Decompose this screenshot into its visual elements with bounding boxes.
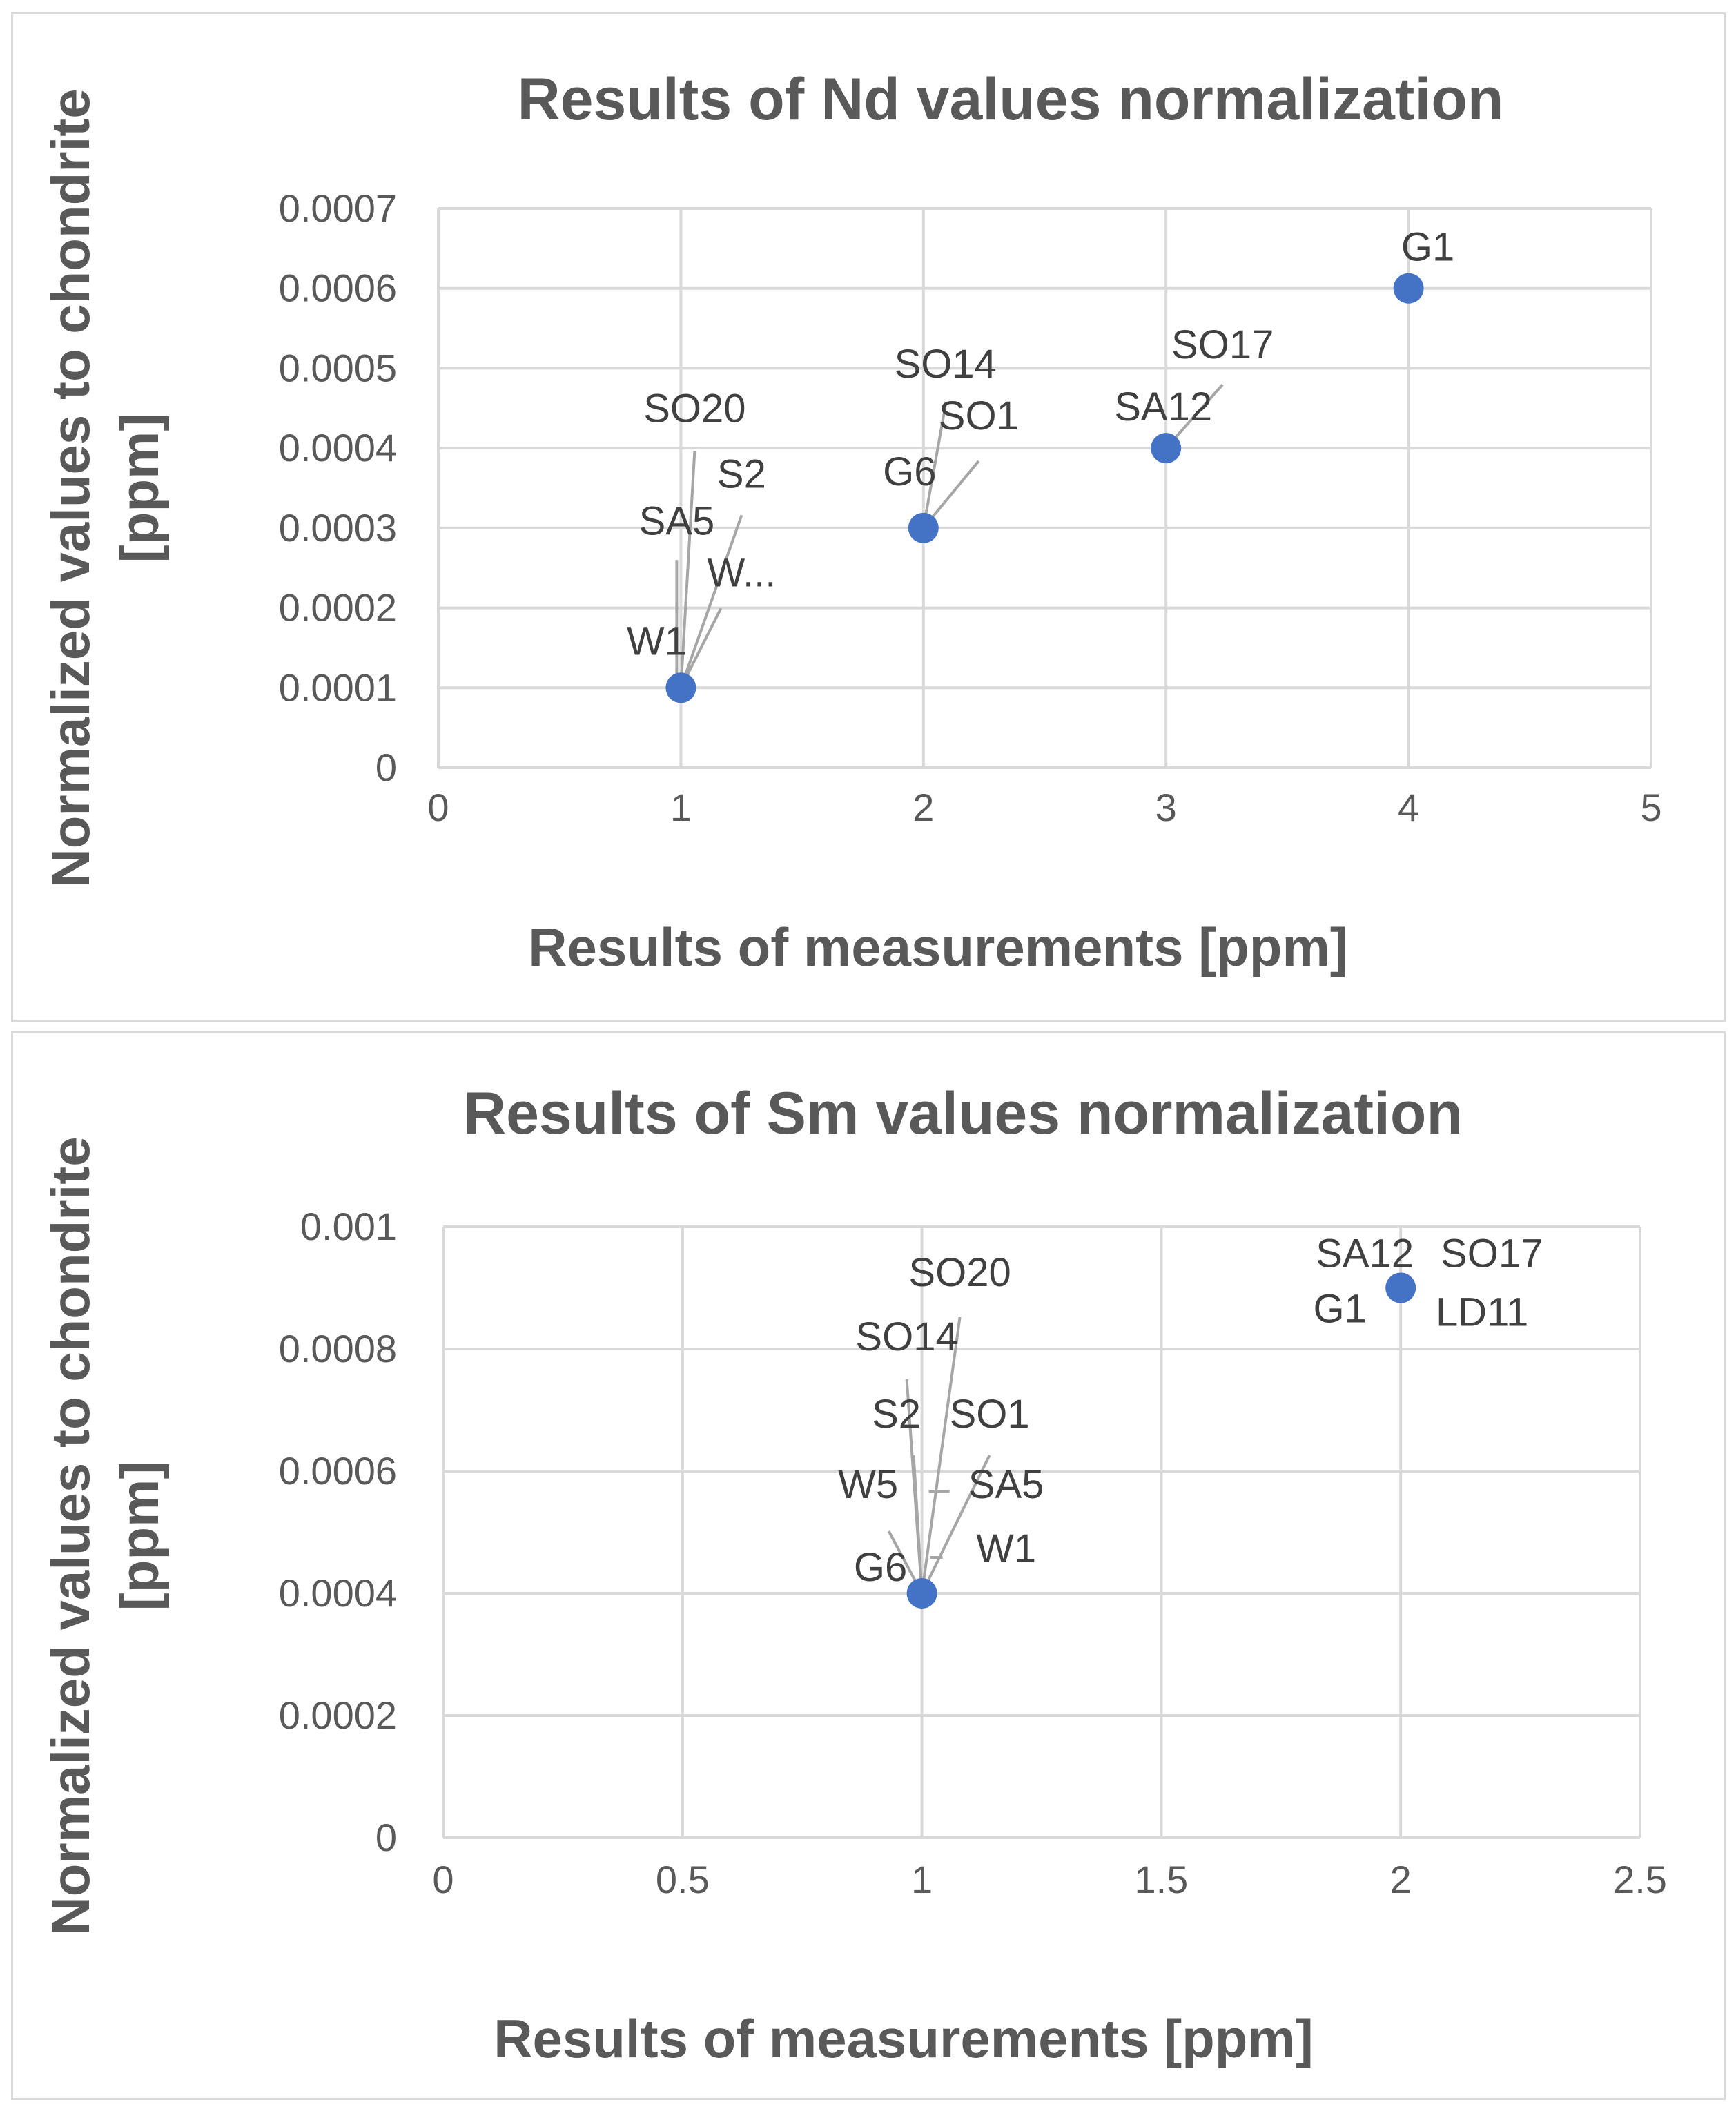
sm-data-label: G6 <box>854 1545 907 1590</box>
nd-x-tick-label: 0 <box>427 786 449 829</box>
sm-data-point <box>906 1578 937 1609</box>
nd-data-label: SA12 <box>1114 385 1212 429</box>
nd-data-label: S2 <box>717 451 766 496</box>
nd-y-tick-label: 0.0002 <box>279 586 397 630</box>
sm-data-label: SO14 <box>855 1314 957 1359</box>
nd-x-axis-title: Results of measurements [ppm] <box>528 917 1348 978</box>
nd-data-label: SO1 <box>939 393 1019 438</box>
nd-x-tick-label: 5 <box>1640 786 1661 829</box>
nd-data-label: G6 <box>883 449 936 494</box>
sm-x-axis-title: Results of measurements [ppm] <box>494 2008 1314 2069</box>
sm-data-label: SO20 <box>908 1250 1011 1295</box>
sm-y-tick-label: 0.0002 <box>279 1693 397 1737</box>
sm-label-leader-line <box>912 1455 924 1594</box>
sm-x-tick-label: 0 <box>432 1858 453 1901</box>
nd-y-axis-title: Normalized values to chondrite [ppm] <box>40 88 170 887</box>
sm-label-leader-line <box>920 1316 962 1594</box>
nd-label-leader-line <box>679 451 696 688</box>
nd-y-tick-label: 0 <box>376 746 397 789</box>
nd-chart-panel: 0 0.0001 0.0002 0.0003 0.0004 0.0005 0.0006 0.0… <box>11 12 1726 1022</box>
nd-y-tick-label: 0.0001 <box>279 665 397 709</box>
nd-data-point <box>1393 273 1424 304</box>
sm-x-tick-label: 2 <box>1390 1858 1412 1901</box>
sm-y-axis-title-line: Normalized values to chondrite <box>40 1136 101 1935</box>
sm-data-label: SO17 <box>1441 1232 1543 1276</box>
nd-x-tick-label: 4 <box>1398 786 1419 829</box>
sm-x-tick-label: 2.5 <box>1613 1858 1667 1901</box>
sm-data-point <box>1385 1272 1416 1303</box>
sm-y-tick-label: 0.0006 <box>279 1449 397 1493</box>
nd-y-tick-label: 0.0005 <box>279 346 397 389</box>
nd-y-tick-label: 0.0004 <box>279 426 397 469</box>
sm-data-label: LD11 <box>1436 1290 1528 1335</box>
nd-label-leader-line <box>679 514 743 688</box>
sm-x-tick-label: 0.5 <box>656 1858 710 1901</box>
sm-x-tick-label: 1 <box>911 1858 933 1901</box>
sm-chart: 0 0.0002 0.0004 0.0006 0.0008 0.001 0 0.5 1 1.5 2 2… <box>40 1080 1667 2069</box>
nd-y-tick-label: 0.0006 <box>279 266 397 310</box>
sm-y-tick-label: 0.0004 <box>279 1571 397 1615</box>
sm-chart-panel: 0 0.0002 0.0004 0.0006 0.0008 0.001 0 0.5 1 1.5 2 2… <box>11 1031 1726 2100</box>
nd-data-point <box>908 512 939 543</box>
nd-data-label: SO20 <box>643 386 745 431</box>
sm-data-label: SA5 <box>968 1462 1044 1507</box>
sm-y-tick-label: 0 <box>376 1816 397 1859</box>
nd-data-point <box>665 672 696 703</box>
sm-y-tick-label: 0.0008 <box>279 1327 397 1370</box>
nd-data-label: SO17 <box>1171 322 1274 367</box>
nd-y-tick-label: 0.0007 <box>279 186 397 230</box>
nd-x-tick-label: 2 <box>913 786 934 829</box>
sm-chart-title: Results of Sm values normalization <box>463 1080 1463 1147</box>
nd-label-leader-line <box>921 405 947 529</box>
nd-data-label: W1 <box>627 619 687 663</box>
nd-data-label: W... <box>707 550 776 595</box>
sm-data-label: S2 <box>872 1392 921 1437</box>
sm-data-label: SO1 <box>950 1392 1030 1437</box>
nd-y-axis-title-line: Normalized values to chondrite <box>40 88 101 887</box>
nd-x-tick-label: 1 <box>670 786 692 829</box>
sm-y-axis-title: Normalized values to chondrite [ppm] <box>40 1136 170 1935</box>
nd-x-tick-label: 3 <box>1155 786 1177 829</box>
sm-data-label: W1 <box>976 1526 1036 1571</box>
sm-data-label: W5 <box>838 1462 898 1507</box>
nd-data-label: SA5 <box>639 498 715 543</box>
nd-data-label: SO14 <box>895 342 997 387</box>
sm-label-leader-line <box>920 1455 991 1594</box>
nd-chart-title: Results of Nd values normalization <box>518 66 1504 133</box>
sm-data-label: G1 <box>1314 1287 1367 1332</box>
sm-y-tick-label: 0.001 <box>300 1205 397 1248</box>
nd-y-axis-title-line: [ppm] <box>109 414 170 563</box>
sm-y-axis-title-line: [ppm] <box>109 1461 170 1611</box>
sm-data-label: SA12 <box>1316 1232 1414 1276</box>
nd-chart: 0 0.0001 0.0002 0.0003 0.0004 0.0005 0.0006 0.0… <box>40 66 1662 978</box>
nd-data-point <box>1151 433 1182 464</box>
nd-data-label: G1 <box>1401 225 1454 270</box>
sm-x-tick-label: 1.5 <box>1134 1858 1188 1901</box>
nd-y-tick-label: 0.0003 <box>279 506 397 550</box>
